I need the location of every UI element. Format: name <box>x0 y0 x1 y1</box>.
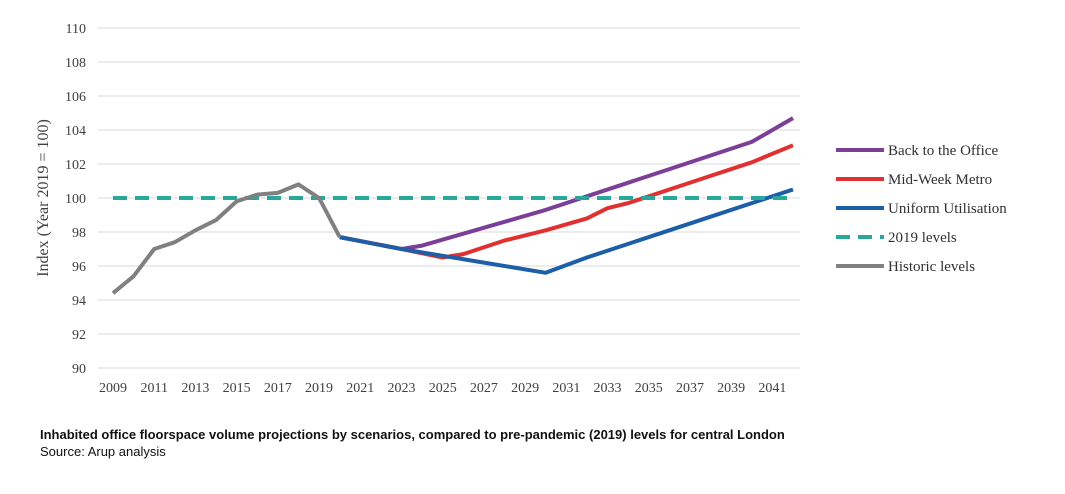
y-tick-label: 90 <box>72 362 86 377</box>
legend-label: Historic levels <box>888 259 975 275</box>
y-tick-label: 106 <box>65 90 86 105</box>
x-tick-label: 2033 <box>594 381 622 396</box>
x-tick-label: 2013 <box>181 381 209 396</box>
x-axis-ticks: 2009 2011 2013 2015 2017 2019 2021 2023 2025 2027… <box>99 381 786 396</box>
x-tick-label: 2031 <box>552 381 580 396</box>
x-tick-label: 2039 <box>717 381 745 396</box>
x-tick-label: 2029 <box>511 381 539 396</box>
legend: Back to the Office Mid-Week Metro Uniform … <box>836 143 1007 275</box>
x-tick-label: 2023 <box>387 381 415 396</box>
x-tick-label: 2021 <box>346 381 374 396</box>
y-tick-label: 110 <box>66 22 86 37</box>
x-tick-label: 2037 <box>676 381 704 396</box>
x-tick-label: 2041 <box>758 381 786 396</box>
figure-caption: Inhabited office floorspace volume proje… <box>40 427 785 442</box>
legend-label: 2019 levels <box>888 230 957 246</box>
x-tick-label: 2009 <box>99 381 127 396</box>
y-tick-label: 102 <box>65 158 86 173</box>
y-tick-label: 108 <box>65 56 86 71</box>
x-tick-label: 2027 <box>470 381 498 396</box>
line-chart: 90 92 94 96 98 100 102 104 106 108 110 2009 2011 201… <box>35 22 1007 396</box>
y-axis-label: Index (Year 2019 = 100) <box>35 119 52 277</box>
legend-label: Mid-Week Metro <box>888 172 992 188</box>
series-lines <box>111 116 795 295</box>
y-tick-label: 92 <box>72 328 86 343</box>
y-axis-ticks: 90 92 94 96 98 100 102 104 106 108 110 <box>65 22 86 377</box>
y-tick-label: 94 <box>72 294 86 309</box>
y-tick-label: 96 <box>72 260 86 275</box>
x-tick-label: 2017 <box>264 381 292 396</box>
series-line-back-to-the-office <box>339 116 795 251</box>
legend-label: Back to the Office <box>888 143 998 159</box>
legend-label: Uniform Utilisation <box>888 201 1007 217</box>
series-line-historic-levels <box>111 182 342 295</box>
y-tick-label: 100 <box>65 192 86 207</box>
series-line-uniform-utilisation <box>339 187 794 275</box>
figure-source: Source: Arup analysis <box>40 444 166 459</box>
x-tick-label: 2011 <box>140 381 167 396</box>
x-tick-label: 2019 <box>305 381 333 396</box>
y-tick-label: 104 <box>65 124 86 139</box>
y-tick-label: 98 <box>72 226 86 241</box>
x-tick-label: 2035 <box>635 381 663 396</box>
x-tick-label: 2025 <box>429 381 457 396</box>
x-tick-label: 2015 <box>223 381 251 396</box>
